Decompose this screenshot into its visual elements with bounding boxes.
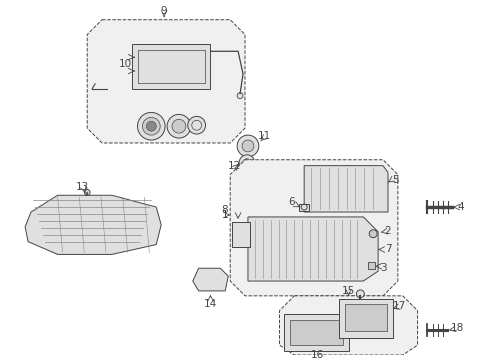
Bar [339,299,393,338]
Polygon shape [230,160,398,296]
Text: 10: 10 [119,59,132,69]
Circle shape [356,290,365,298]
Bar [368,262,375,269]
Circle shape [369,230,377,238]
Circle shape [84,189,90,195]
Circle shape [167,114,191,138]
Polygon shape [248,217,378,281]
Polygon shape [304,166,388,212]
Circle shape [138,112,165,140]
Text: 13: 13 [75,183,89,192]
Text: 18: 18 [450,323,464,333]
Text: 2: 2 [385,226,392,236]
Circle shape [237,93,243,99]
Text: 8: 8 [221,205,227,215]
Circle shape [239,155,255,171]
Bar [138,50,204,83]
Circle shape [172,119,186,133]
Polygon shape [25,195,161,255]
Circle shape [188,116,206,134]
Circle shape [243,159,251,167]
Text: 14: 14 [204,299,217,309]
Text: 5: 5 [392,175,399,185]
Text: 3: 3 [380,263,387,273]
Text: 4: 4 [458,202,464,212]
Circle shape [242,140,254,152]
Text: 6: 6 [288,197,294,207]
Bar [132,44,211,89]
Text: 1: 1 [222,210,229,220]
Text: 15: 15 [342,286,355,296]
Polygon shape [193,268,228,291]
Bar [232,222,250,247]
Circle shape [237,135,259,157]
Text: 17: 17 [393,301,406,311]
Circle shape [147,121,156,131]
Polygon shape [279,296,417,355]
Text: 7: 7 [385,244,392,255]
Text: 16: 16 [310,350,323,360]
Text: 9: 9 [161,6,168,16]
Bar [344,304,387,331]
Text: 11: 11 [258,131,271,141]
Bar [291,320,343,345]
Circle shape [143,117,160,135]
Text: 12: 12 [227,161,241,171]
Polygon shape [299,204,309,211]
Polygon shape [87,20,245,143]
Bar [284,314,348,351]
